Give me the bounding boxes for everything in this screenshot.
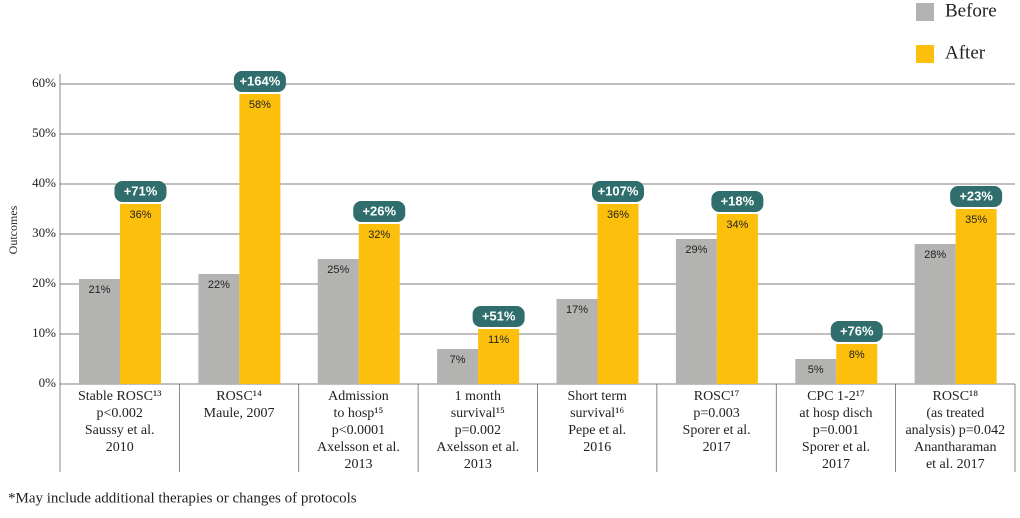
value-label: 8%: [849, 349, 865, 361]
change-label: +164%: [239, 73, 280, 88]
x-tick-label: ROSC¹⁸: [932, 389, 978, 404]
x-tick-label: ROSC¹⁴: [216, 389, 262, 404]
value-label: 11%: [488, 334, 509, 346]
value-label: 36%: [607, 209, 629, 221]
x-tick-label: p<0.002: [96, 406, 142, 421]
value-label: 17%: [566, 304, 588, 316]
bar: [836, 344, 878, 384]
change-badge: [950, 186, 1003, 207]
value-label: 35%: [965, 214, 987, 226]
x-tick-label: analysis) p=0.042: [905, 423, 1005, 438]
bar: [239, 94, 281, 384]
x-tick-label: et al. 2017: [926, 457, 985, 472]
legend-label: Before: [945, 0, 997, 21]
change-badge: [353, 201, 406, 222]
change-label: +51%: [482, 308, 516, 323]
x-tick-label: Axelsson et al.: [317, 440, 400, 455]
x-tick-label: CPC 1-2¹⁷: [807, 389, 865, 404]
change-label: +26%: [362, 203, 396, 218]
value-label: 25%: [327, 264, 349, 276]
x-tick-label: 2013: [464, 457, 492, 472]
x-tick-label: 2017: [703, 440, 731, 455]
change-label: +18%: [721, 193, 755, 208]
change-badge: [830, 321, 883, 342]
bar: [914, 244, 956, 384]
bar: [675, 239, 717, 384]
value-label: 29%: [685, 244, 707, 256]
y-tick-label: 40%: [32, 175, 56, 190]
legend-label: After: [945, 42, 986, 63]
bar: [716, 214, 758, 384]
x-tick-label: Stable ROSC¹³: [78, 389, 161, 404]
y-tick-label: 10%: [32, 325, 56, 340]
x-tick-label: Saussy et al.: [85, 423, 155, 438]
x-tick-label: Sporer et al.: [802, 440, 870, 455]
x-tick-label: p=0.002: [455, 423, 501, 438]
footnote: *May include additional therapies or cha…: [8, 490, 357, 506]
bar: [955, 209, 997, 384]
change-badge: [711, 191, 764, 212]
change-label: +76%: [840, 323, 874, 338]
value-label: 58%: [249, 99, 271, 111]
legend-swatch: [916, 45, 934, 63]
x-tick-label: 2016: [583, 440, 611, 455]
x-tick-label: 2010: [106, 440, 134, 455]
x-tick-label: Short term: [567, 389, 627, 404]
value-label: 28%: [924, 249, 946, 261]
bar: [120, 204, 161, 384]
value-label: 5%: [808, 364, 824, 376]
x-tick-label: 2013: [344, 457, 372, 472]
value-label: 36%: [129, 209, 151, 221]
x-tick-label: survival¹⁶: [570, 406, 624, 421]
y-tick-label: 60%: [32, 75, 56, 90]
bar: [556, 299, 598, 384]
x-tick-label: 2017: [822, 457, 850, 472]
bar: [597, 204, 639, 384]
change-badge: [114, 181, 167, 202]
x-tick-label: to hosp¹⁵: [333, 406, 383, 421]
y-tick-label: 20%: [32, 275, 56, 290]
bar: [437, 349, 479, 384]
bar: [795, 359, 837, 384]
y-tick-label: 30%: [32, 225, 56, 240]
x-tick-label: p=0.001: [813, 423, 859, 438]
x-tick-label: p=0.003: [693, 406, 739, 421]
x-tick-label: Anantharaman: [914, 440, 996, 455]
x-tick-label: survival¹⁵: [451, 406, 505, 421]
bar: [358, 224, 400, 384]
bar: [198, 274, 240, 384]
x-tick-label: p<0.0001: [332, 423, 385, 438]
change-label: +23%: [959, 188, 993, 203]
legend-swatch: [916, 3, 934, 21]
x-tick-label: ROSC¹⁷: [694, 389, 740, 404]
change-label: +107%: [598, 183, 639, 198]
x-tick-label: Admission: [328, 389, 389, 404]
change-badge: [472, 306, 525, 327]
x-tick-label: Sporer et al.: [683, 423, 751, 438]
y-axis-label: Outcomes: [6, 205, 20, 254]
x-tick-label: Axelsson et al.: [436, 440, 519, 455]
change-label: +71%: [124, 183, 158, 198]
change-badge: [592, 181, 644, 202]
x-tick-label: Maule, 2007: [204, 406, 275, 421]
y-tick-label: 50%: [32, 125, 56, 140]
x-tick-label: 1 month: [455, 389, 501, 404]
value-label: 22%: [208, 279, 230, 291]
bar: [478, 329, 520, 384]
change-badge: [233, 71, 286, 92]
bar: [79, 279, 120, 384]
value-label: 34%: [726, 219, 748, 231]
x-tick-label: Pepe et al.: [568, 423, 626, 438]
value-label: 21%: [88, 284, 110, 296]
value-label: 32%: [368, 229, 390, 241]
x-tick-label: at hosp disch: [799, 406, 872, 421]
y-tick-label: 0%: [39, 375, 57, 390]
value-label: 7%: [450, 354, 466, 366]
x-tick-label: (as treated: [926, 406, 984, 421]
bar: [317, 259, 359, 384]
